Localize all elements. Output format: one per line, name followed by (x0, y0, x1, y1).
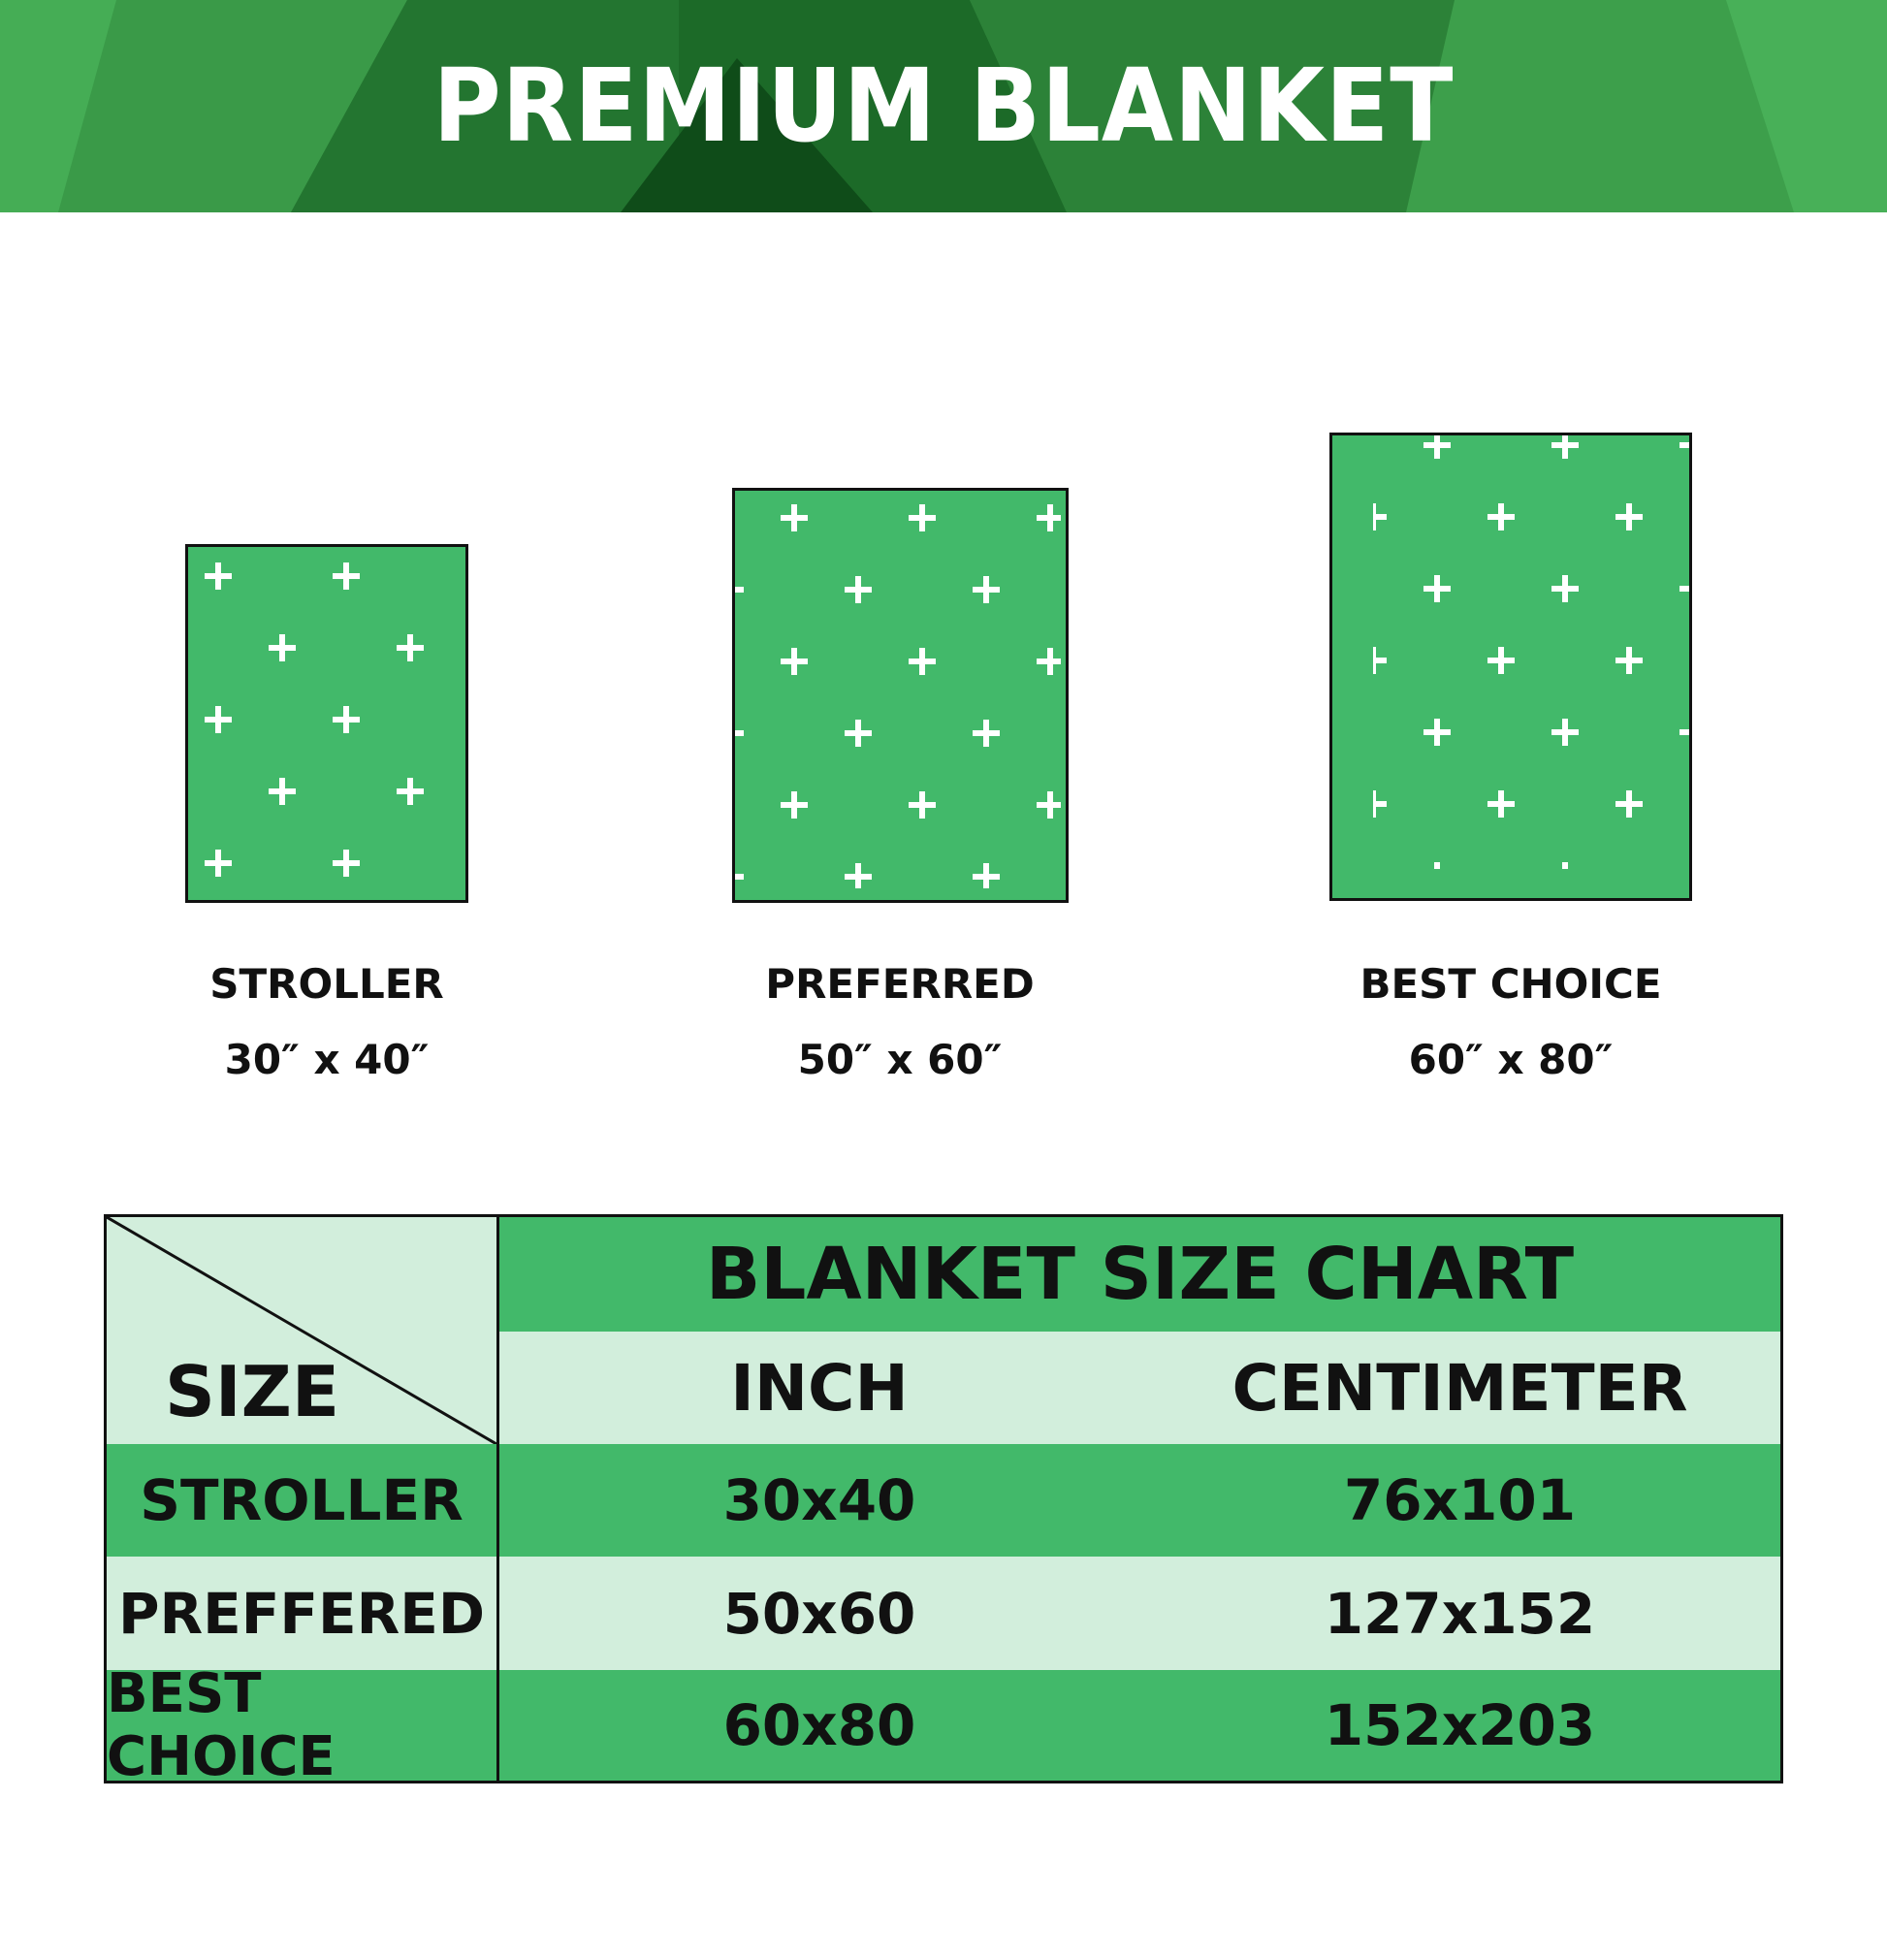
chart-title: BLANKET SIZE CHART (499, 1217, 1780, 1332)
blanket-stroller-image (185, 544, 468, 903)
size-chart-table: SIZE BLANKET SIZE CHART INCH CENTIMETER … (104, 1214, 1783, 1788)
column-divider (496, 1217, 499, 1781)
blanket-name: STROLLER (209, 960, 444, 1008)
size-header: SIZE (164, 1351, 340, 1432)
blanket-size: 30″ x 40″ (224, 1036, 430, 1083)
row-cm: 76x101 (1139, 1444, 1780, 1557)
plus-pattern-icon (1373, 435, 1689, 869)
row-cm: 127x152 (1139, 1557, 1780, 1670)
row-size: PREFFERED (107, 1557, 496, 1670)
plus-pattern-icon (735, 491, 1061, 888)
page-title: PREMIUM BLANKET (432, 47, 1455, 165)
row-cm: 152x203 (1139, 1670, 1780, 1781)
column-header-cm: CENTIMETER (1139, 1332, 1780, 1444)
blanket-name: BEST CHOICE (1359, 960, 1662, 1008)
column-header-inch: INCH (499, 1332, 1139, 1444)
diagonal-divider (107, 1217, 497, 1446)
row-inch: 60x80 (499, 1670, 1139, 1781)
blanket-name: PREFERRED (765, 960, 1035, 1008)
row-inch: 50x60 (499, 1557, 1139, 1670)
blanket-size: 50″ x 60″ (797, 1036, 1003, 1083)
blanket-best-choice-image (1329, 433, 1692, 901)
plus-pattern-icon (188, 547, 432, 890)
blanket-preferred-image (732, 488, 1069, 903)
header-banner: PREMIUM BLANKET (0, 0, 1887, 212)
row-inch: 30x40 (499, 1444, 1139, 1557)
banner-background (0, 0, 1887, 212)
row-size: STROLLER (107, 1444, 496, 1557)
blanket-size: 60″ x 80″ (1408, 1036, 1614, 1083)
row-size: BEST CHOICE (107, 1662, 496, 1788)
